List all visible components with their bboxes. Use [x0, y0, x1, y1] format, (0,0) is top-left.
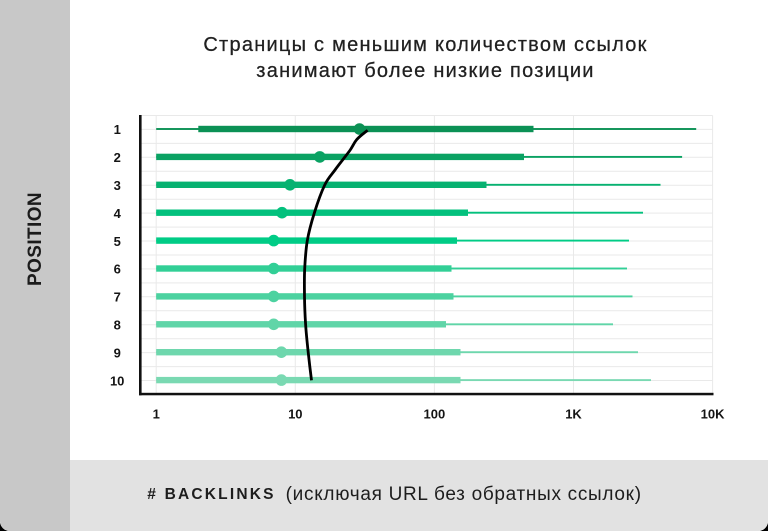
svg-text:2: 2	[114, 150, 121, 165]
svg-text:9: 9	[114, 345, 121, 360]
svg-text:6: 6	[114, 262, 121, 277]
svg-text:1: 1	[153, 407, 160, 422]
svg-text:10: 10	[110, 373, 124, 388]
svg-text:1K: 1K	[565, 407, 582, 422]
svg-text:1: 1	[114, 122, 121, 137]
svg-text:3: 3	[114, 178, 121, 193]
svg-text:5: 5	[114, 234, 121, 249]
svg-text:10K: 10K	[701, 407, 725, 422]
svg-text:8: 8	[114, 318, 121, 333]
svg-text:4: 4	[114, 206, 122, 221]
svg-text:7: 7	[114, 290, 121, 305]
svg-text:10: 10	[288, 407, 302, 422]
svg-text:100: 100	[424, 407, 446, 422]
